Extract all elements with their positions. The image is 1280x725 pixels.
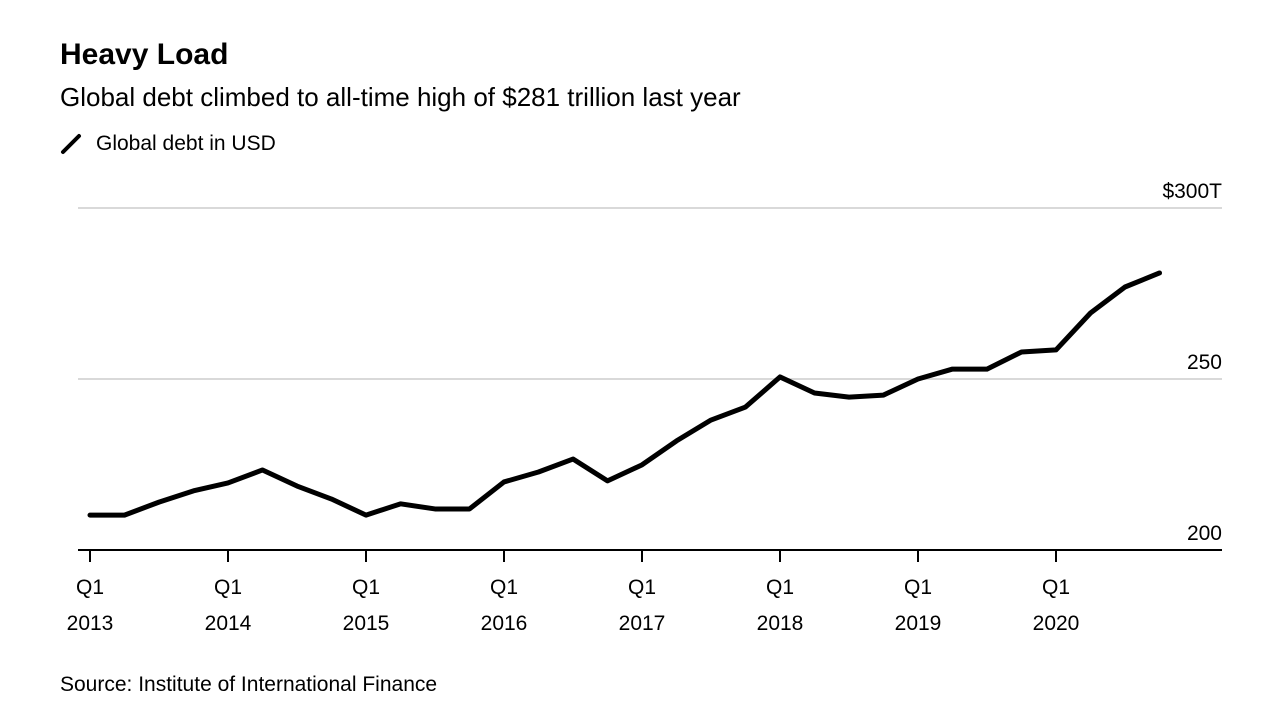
x-tick-label-quarter: Q1 — [490, 576, 518, 599]
legend-label: Global debt in USD — [96, 132, 276, 155]
y-tick-label: 200 — [1187, 522, 1222, 545]
x-tick-label-year: 2020 — [1033, 612, 1080, 635]
x-tick-label-year: 2019 — [895, 612, 942, 635]
x-tick-label-quarter: Q1 — [904, 576, 932, 599]
x-tick-label-quarter: Q1 — [214, 576, 242, 599]
x-tick-label-quarter: Q1 — [766, 576, 794, 599]
chart-title: Heavy Load — [60, 38, 229, 71]
chart-subtitle: Global debt climbed to all-time high of … — [60, 82, 741, 112]
x-tick-label-year: 2014 — [205, 612, 252, 635]
x-tick-label-year: 2018 — [757, 612, 804, 635]
series-line-global-debt — [87, 270, 1162, 518]
x-tick-label-quarter: Q1 — [76, 576, 104, 599]
y-tick-label: $300T — [1162, 180, 1222, 203]
x-tick-label-year: 2015 — [343, 612, 390, 635]
x-tick-label-quarter: Q1 — [628, 576, 656, 599]
y-tick-label: 250 — [1187, 351, 1222, 374]
legend: Global debt in USD — [60, 132, 276, 156]
legend-line-icon — [61, 134, 81, 154]
source-note: Source: Institute of International Finan… — [60, 673, 438, 696]
x-tick-label-year: 2013 — [67, 612, 114, 635]
x-tick-label-year: 2016 — [481, 612, 528, 635]
x-tick-label-year: 2017 — [619, 612, 666, 635]
x-tick-label-quarter: Q1 — [1042, 576, 1070, 599]
x-tick-label-quarter: Q1 — [352, 576, 380, 599]
